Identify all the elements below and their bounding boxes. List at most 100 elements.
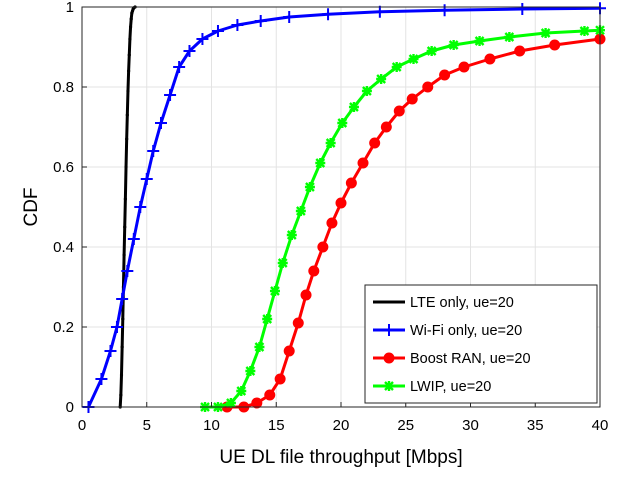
data-point — [125, 113, 129, 117]
data-point — [383, 324, 395, 336]
data-point — [361, 86, 372, 96]
data-point — [300, 289, 312, 301]
data-point — [540, 28, 551, 38]
data-point — [408, 54, 419, 64]
y-tick-label: 0.6 — [53, 159, 74, 176]
data-point — [124, 165, 128, 169]
legend-label: LWIP, ue=20 — [410, 379, 491, 395]
y-tick-label: 0 — [66, 399, 74, 416]
data-point — [274, 373, 286, 385]
x-tick-label: 15 — [268, 417, 285, 434]
data-point — [164, 89, 177, 101]
data-point — [326, 217, 338, 229]
axis-ticks: 0 5 10 15 20 25 30 35 40 0 0.2 0.4 0.6 0.8 1 — [53, 0, 608, 434]
x-axis-label: UE DL file throughput [Mbps] — [219, 447, 462, 468]
data-point — [211, 25, 224, 37]
data-point — [269, 286, 280, 296]
data-point — [504, 32, 515, 42]
data-point — [369, 137, 381, 149]
legend-label: LTE only, ue=20 — [410, 295, 514, 311]
data-point — [373, 5, 386, 18]
data-point — [549, 39, 561, 51]
data-point — [308, 265, 320, 277]
legend-item: LWIP, ue=20 — [373, 379, 491, 395]
data-point — [123, 197, 127, 201]
x-tick-label: 40 — [592, 417, 609, 434]
data-point — [376, 74, 387, 84]
data-point — [380, 121, 392, 133]
data-point — [110, 321, 123, 333]
data-point — [236, 386, 247, 396]
data-point — [262, 314, 273, 324]
legend-item: LTE only, ue=20 — [373, 295, 514, 311]
legend-box — [364, 284, 598, 404]
y-tick-label: 1 — [66, 0, 74, 16]
data-point — [474, 36, 485, 46]
x-tick-label: 35 — [527, 417, 544, 434]
data-point — [127, 53, 131, 57]
data-point — [119, 393, 123, 397]
data-point — [283, 345, 295, 357]
x-tick-label: 0 — [78, 417, 86, 434]
data-point — [122, 253, 126, 257]
data-point — [448, 40, 459, 50]
data-point — [292, 317, 304, 329]
data-point — [231, 19, 244, 31]
data-point — [140, 173, 153, 185]
data-point — [458, 61, 470, 73]
series-3 — [200, 25, 605, 412]
data-point — [484, 53, 496, 65]
legend: LTE only, ue=20 Wi-Fi only, ue=20 Boost RA… — [364, 284, 598, 404]
series-layer — [82, 2, 606, 413]
data-point — [406, 93, 418, 105]
data-point — [516, 3, 529, 15]
data-point — [277, 258, 288, 268]
data-point — [196, 33, 209, 45]
legend-item: Wi-Fi only, ue=20 — [373, 323, 522, 339]
data-point — [393, 105, 405, 117]
data-point — [128, 37, 132, 41]
data-point — [129, 17, 133, 21]
data-point — [325, 138, 336, 148]
legend-label: Wi-Fi only, ue=20 — [410, 323, 522, 339]
data-point — [254, 15, 267, 27]
y-axis-label: CDF — [21, 187, 42, 226]
data-point — [315, 158, 326, 168]
series-2 — [221, 33, 606, 413]
data-point — [251, 397, 263, 409]
data-point — [154, 117, 167, 129]
data-point — [348, 102, 359, 112]
data-point — [304, 182, 315, 192]
data-point — [225, 398, 236, 408]
data-point — [125, 137, 129, 141]
data-point — [121, 317, 125, 321]
data-point — [317, 241, 329, 253]
data-point — [173, 61, 186, 73]
data-point — [286, 230, 297, 240]
data-point — [104, 345, 117, 357]
x-tick-label: 10 — [203, 417, 220, 434]
x-tick-label: 5 — [143, 417, 151, 434]
data-point — [116, 293, 129, 305]
data-point — [254, 342, 265, 352]
data-point — [345, 177, 357, 189]
y-tick-label: 0.8 — [53, 79, 74, 96]
data-point — [120, 345, 124, 349]
data-point — [134, 201, 147, 213]
data-point — [391, 62, 402, 72]
data-point — [579, 26, 590, 36]
data-point — [283, 11, 296, 23]
data-point — [128, 25, 133, 29]
data-point — [322, 8, 335, 21]
data-point — [384, 381, 394, 391]
data-point — [337, 118, 348, 128]
data-point — [295, 206, 306, 216]
data-point — [357, 157, 369, 169]
data-point — [438, 4, 451, 17]
x-tick-label: 20 — [333, 417, 350, 434]
data-point — [335, 197, 347, 209]
data-point — [383, 352, 395, 364]
data-point — [514, 45, 526, 57]
data-point — [119, 373, 124, 377]
